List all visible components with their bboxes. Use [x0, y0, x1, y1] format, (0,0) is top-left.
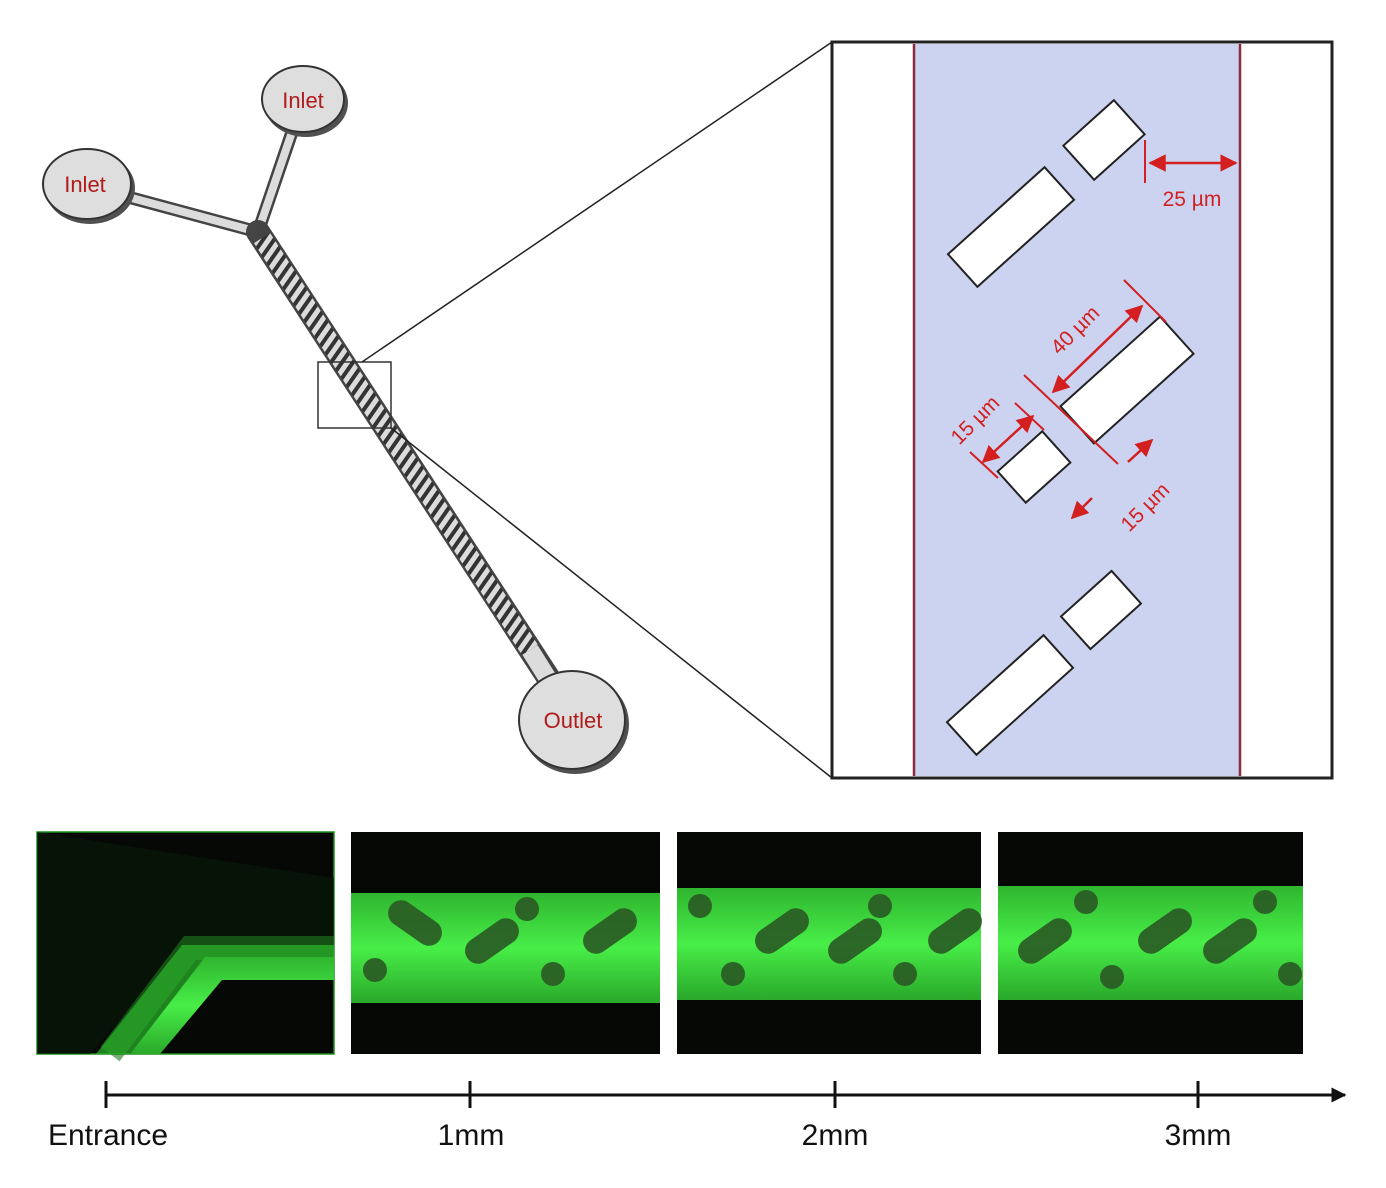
panel-3mm [998, 832, 1303, 1054]
axis-label-1mm: 1mm [438, 1119, 505, 1152]
baffle-short [1061, 98, 1147, 182]
zoom-region-box [317, 361, 392, 429]
axis-label-2mm: 2mm [802, 1119, 869, 1152]
mixing-baffles [254, 232, 538, 656]
inlet-left [42, 148, 132, 220]
outlet [518, 670, 626, 770]
dimension-label: 25 µm [1163, 188, 1222, 211]
panel-1mm [351, 832, 660, 1054]
inlet-top [261, 65, 345, 133]
baffle-long [946, 165, 1076, 289]
baffle-shadows [688, 894, 982, 986]
zoom-guide-bottom [390, 427, 833, 779]
zoom-detail: 25 µm 40 µm 15 µm 15 µm [830, 40, 1334, 780]
panel-2mm [677, 832, 982, 1054]
baffle-shadows [1018, 890, 1302, 989]
outlet-label: Outlet [544, 708, 603, 733]
panel-entrance [36, 831, 335, 1062]
fluorescence-panels [36, 831, 1303, 1062]
zoom-guide-top [361, 41, 833, 363]
inlet-top-label: Inlet [282, 88, 324, 113]
distance-axis: Entrance 1mm 2mm 3mm [48, 1081, 1347, 1152]
axis-label-3mm: 3mm [1165, 1119, 1232, 1152]
baffle-long [945, 633, 1075, 757]
axis-label-entrance: Entrance [48, 1119, 168, 1152]
inlet-left-label: Inlet [64, 172, 106, 197]
dimension-25um: 25 µm [1144, 140, 1238, 211]
baffle-short [1059, 569, 1143, 651]
device-schematic: Inlet Inlet Outlet [42, 41, 833, 779]
baffle-shadows [363, 897, 637, 986]
